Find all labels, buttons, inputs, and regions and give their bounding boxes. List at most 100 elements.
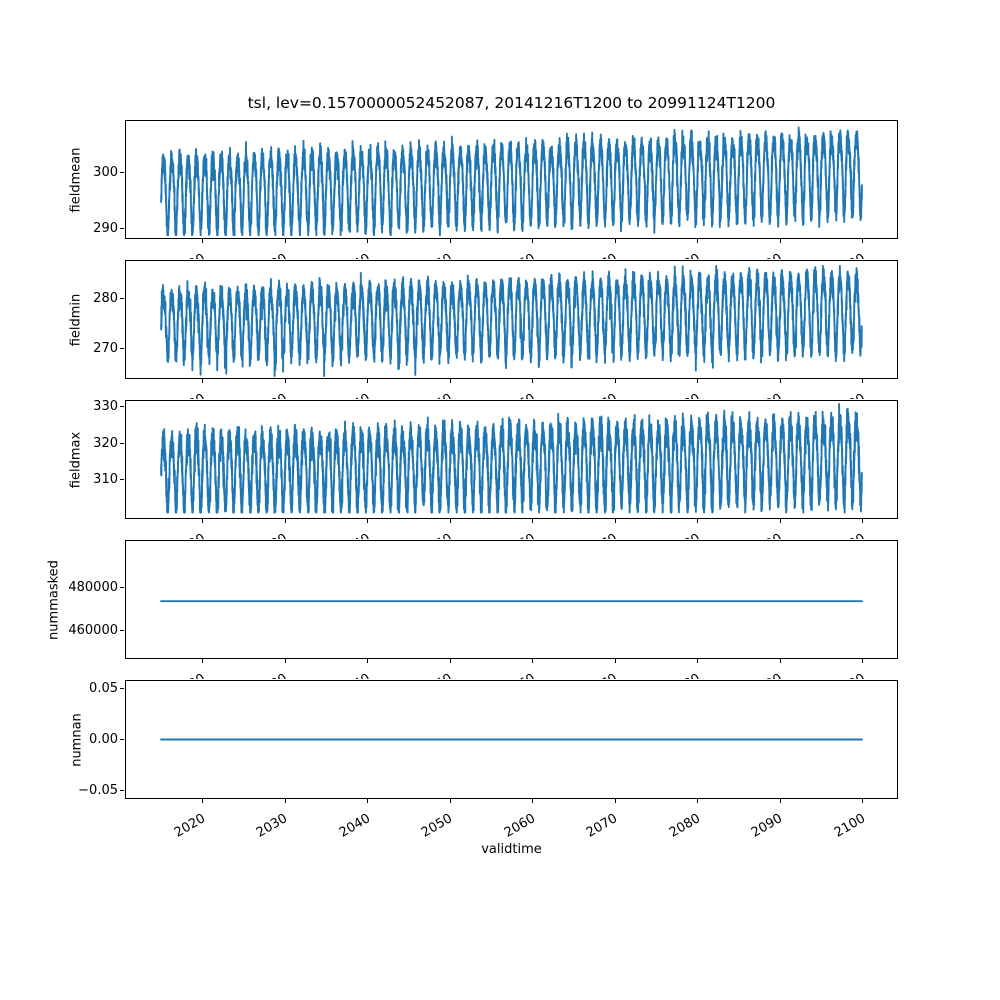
subplot-nummasked — [125, 540, 898, 659]
xtick-mark — [779, 659, 781, 663]
ytick-label-fieldmean: 290 — [93, 220, 118, 236]
xtick-label: 2090 — [749, 391, 785, 399]
xtick-mark — [449, 379, 451, 383]
xtick-mark — [367, 519, 369, 523]
ytick-label-numnan: 0.00 — [89, 732, 118, 747]
y-axis-label-nummasked: nummasked — [46, 559, 62, 640]
plot-area-nummasked — [160, 600, 863, 603]
xtick-label: 2060 — [502, 531, 538, 539]
xtick-label: 2100 — [831, 811, 868, 841]
xtick-label: 2080 — [666, 811, 703, 841]
xtick-mark — [449, 519, 451, 523]
y-axis-label-fieldmean: fieldmean — [68, 147, 84, 212]
ytick-mark-fieldmean — [120, 172, 124, 174]
xtick-mark — [202, 519, 204, 523]
xtick-mark — [202, 379, 204, 383]
subplot-numnan — [125, 680, 898, 799]
xtick-strip-fieldmean: 2020 2030 2040 2050 2060 2070 2080 2090 2100 — [125, 239, 898, 259]
xtick-label: 2030 — [254, 531, 290, 539]
ytick-mark-nummasked — [120, 629, 124, 631]
plot-area-numnan — [160, 738, 863, 741]
subplot-fieldmin — [125, 260, 898, 379]
xtick-label: 2040 — [337, 671, 373, 679]
xtick-mark — [779, 379, 781, 383]
xtick-label: 2100 — [832, 391, 868, 399]
xtick-label: 2080 — [667, 671, 703, 679]
xtick-label: 2030 — [254, 671, 290, 679]
xtick-label: 2050 — [419, 531, 455, 539]
xtick-mark — [862, 239, 864, 243]
xtick-label: 2050 — [419, 811, 456, 841]
subplot-fieldmax — [125, 400, 898, 519]
ytick-label-nummasked: 460000 — [68, 622, 118, 638]
xtick-mark — [697, 239, 699, 243]
xtick-strip-nummasked: 2020 2030 2040 2050 2060 2070 2080 2090 2100 — [125, 659, 898, 679]
x-axis-label: validtime — [481, 842, 542, 857]
xtick-mark — [862, 659, 864, 663]
xtick-mark — [614, 519, 616, 523]
xtick-mark — [697, 379, 699, 383]
xtick-mark — [779, 519, 781, 523]
xtick-label: 2050 — [419, 391, 455, 399]
ytick-label-fieldmean: 300 — [93, 165, 118, 181]
xtick-mark — [862, 519, 864, 523]
ytick-mark-fieldmax — [120, 479, 124, 481]
ytick-mark-numnan — [120, 688, 124, 690]
xtick-strip-numnan: 2020 2030 2040 2050 2060 2070 2080 2090 2100 — [125, 799, 898, 845]
xtick-mark — [284, 519, 286, 523]
xtick-mark — [532, 659, 534, 663]
ytick-mark-fieldmin — [120, 347, 124, 349]
ytick-mark-fieldmax — [120, 442, 124, 444]
xtick-label: 2080 — [667, 531, 703, 539]
ytick-mark-fieldmean — [120, 227, 124, 229]
xtick-label: 2070 — [584, 671, 620, 679]
xtick-mark — [779, 799, 781, 803]
xtick-label: 2090 — [749, 811, 786, 841]
ytick-mark-numnan — [120, 789, 124, 791]
ytick-mark-nummasked — [120, 587, 124, 589]
xtick-mark — [284, 799, 286, 803]
xtick-label: 2070 — [584, 251, 620, 259]
xtick-mark — [284, 379, 286, 383]
xtick-mark — [367, 239, 369, 243]
ytick-label-numnan: −0.05 — [78, 782, 118, 798]
xtick-mark — [614, 239, 616, 243]
xtick-mark — [202, 659, 204, 663]
xtick-label: 2050 — [419, 671, 455, 679]
ytick-mark-fieldmin — [120, 298, 124, 300]
xtick-mark — [532, 519, 534, 523]
xtick-label: 2040 — [337, 251, 373, 259]
y-axis-label-fieldmax: fieldmax — [68, 431, 84, 488]
xtick-mark — [202, 799, 204, 803]
xtick-mark — [532, 799, 534, 803]
ytick-mark-fieldmax — [120, 405, 124, 407]
xtick-mark — [779, 239, 781, 243]
xtick-label: 2020 — [171, 811, 208, 841]
xtick-mark — [367, 799, 369, 803]
xtick-label: 2020 — [172, 391, 208, 399]
xtick-label: 2030 — [254, 391, 290, 399]
xtick-label: 2030 — [254, 811, 291, 841]
xtick-mark — [284, 659, 286, 663]
ytick-label-fieldmin: 270 — [93, 340, 118, 356]
ytick-label-nummasked: 480000 — [68, 580, 118, 596]
xtick-label: 2060 — [501, 811, 538, 841]
xtick-label: 2070 — [584, 811, 621, 841]
series-line-fieldmin — [160, 265, 863, 377]
xtick-label: 2100 — [832, 251, 868, 259]
xtick-label: 2050 — [419, 251, 455, 259]
y-axis-label-numnan: numnan — [69, 712, 85, 767]
xtick-label: 2090 — [749, 251, 785, 259]
xtick-mark — [284, 239, 286, 243]
xtick-label: 2020 — [172, 531, 208, 539]
xtick-label: 2030 — [254, 251, 290, 259]
xtick-strip-fieldmax: 2020 2030 2040 2050 2060 2070 2080 2090 2100 — [125, 519, 898, 539]
plot-area-fieldmean — [160, 126, 863, 237]
xtick-mark — [862, 379, 864, 383]
xtick-mark — [449, 239, 451, 243]
xtick-mark — [449, 659, 451, 663]
xtick-mark — [697, 519, 699, 523]
xtick-mark — [202, 239, 204, 243]
xtick-label: 2060 — [502, 391, 538, 399]
